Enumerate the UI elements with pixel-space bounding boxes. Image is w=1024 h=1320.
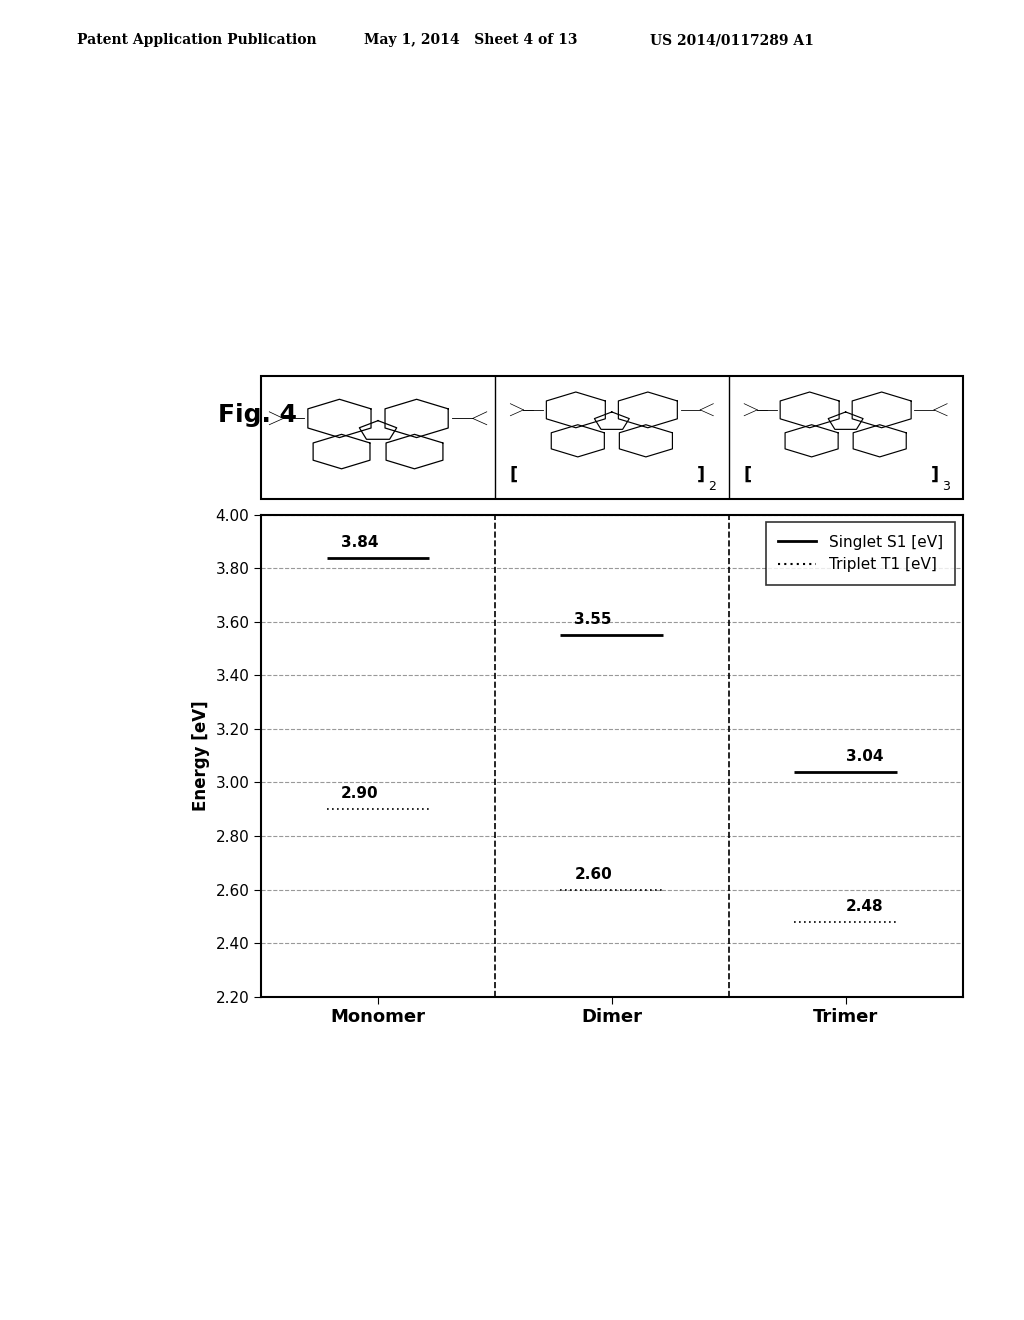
Text: ]: ] bbox=[931, 466, 939, 484]
Legend: Singlet S1 [eV], Triplet T1 [eV]: Singlet S1 [eV], Triplet T1 [eV] bbox=[766, 523, 955, 585]
Text: 3.04: 3.04 bbox=[846, 748, 883, 764]
Text: Fig. 4: Fig. 4 bbox=[218, 403, 297, 426]
Text: 2.48: 2.48 bbox=[846, 899, 883, 913]
Text: 3: 3 bbox=[942, 480, 950, 492]
Text: [: [ bbox=[510, 466, 518, 484]
Text: 3.55: 3.55 bbox=[574, 612, 612, 627]
Text: Patent Application Publication: Patent Application Publication bbox=[77, 33, 316, 48]
Text: 3.84: 3.84 bbox=[341, 535, 378, 549]
Text: US 2014/0117289 A1: US 2014/0117289 A1 bbox=[650, 33, 814, 48]
Text: 2.60: 2.60 bbox=[574, 866, 612, 882]
Text: [: [ bbox=[743, 466, 752, 484]
Text: May 1, 2014   Sheet 4 of 13: May 1, 2014 Sheet 4 of 13 bbox=[364, 33, 577, 48]
Y-axis label: Energy [eV]: Energy [eV] bbox=[191, 701, 210, 810]
Text: ]: ] bbox=[696, 466, 705, 484]
Text: 2.90: 2.90 bbox=[341, 787, 378, 801]
Text: 2: 2 bbox=[709, 480, 717, 492]
